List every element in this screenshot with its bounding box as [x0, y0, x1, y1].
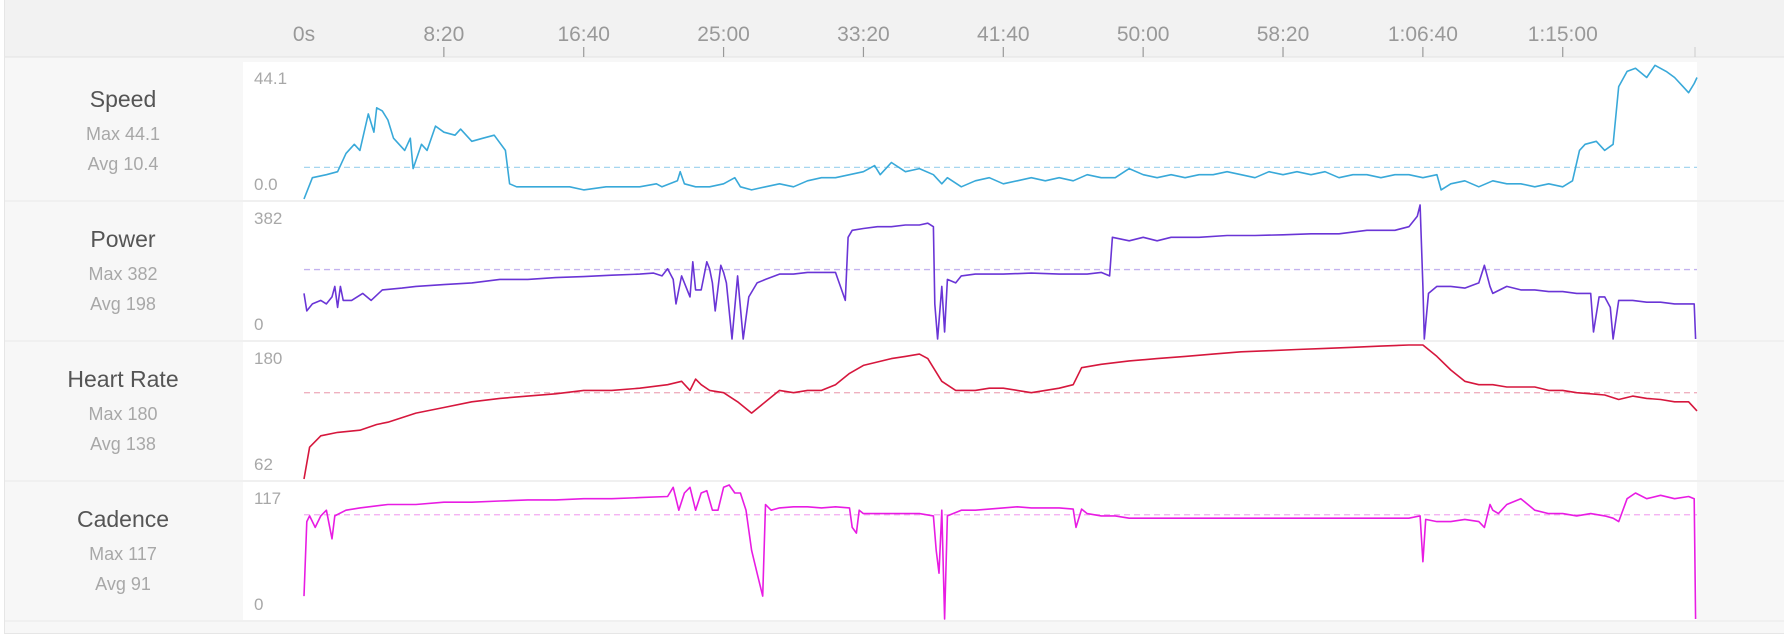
metric-max: Max 117	[89, 544, 157, 564]
x-tick-label: 16:40	[557, 23, 610, 46]
metric-name: Power	[90, 226, 156, 252]
plot-area-2	[243, 342, 1697, 480]
metric-name: Speed	[89, 86, 157, 112]
series-line-heart-rate	[303, 344, 1698, 480]
y-max-label: 382	[254, 209, 282, 228]
x-tick-label: 0s	[293, 23, 315, 46]
y-min-label: 0	[254, 315, 263, 334]
y-min-label: 62	[254, 455, 273, 474]
x-tick-label: 41:40	[977, 23, 1030, 46]
series-line-cadence	[303, 484, 1697, 620]
x-tick-label: 1:06:40	[1388, 23, 1458, 46]
series-line-speed	[303, 64, 1698, 200]
x-tick-label: 58:20	[1257, 23, 1310, 46]
y-max-label: 117	[254, 489, 281, 508]
x-tick-label: 1:15:00	[1528, 23, 1598, 46]
metric-max: Max 382	[88, 264, 158, 284]
x-tick-label: 25:00	[697, 23, 750, 46]
metric-avg: Avg 91	[95, 574, 151, 594]
plot-area-3	[243, 482, 1697, 620]
plot-area-0	[243, 62, 1697, 200]
metric-avg: Avg 10.4	[87, 154, 159, 174]
y-max-label: 180	[254, 349, 282, 368]
series-line-power	[303, 204, 1697, 340]
metric-max: Max 180	[88, 404, 158, 424]
metric-name: Cadence	[76, 506, 170, 532]
x-tick-label: 33:20	[837, 23, 890, 46]
x-tick-label: 8:20	[423, 23, 464, 46]
y-min-label: 0	[254, 595, 263, 614]
y-max-label: 44.1	[254, 69, 287, 88]
metric-name: Heart Rate	[67, 366, 179, 392]
metric-max: Max 44.1	[85, 124, 161, 144]
plot-area-1	[243, 202, 1697, 340]
time-axis-background	[5, 0, 1784, 57]
metric-avg: Avg 198	[90, 294, 156, 314]
y-min-label: 0.0	[254, 175, 278, 194]
metric-avg: Avg 138	[90, 434, 156, 454]
x-tick-label: 50:00	[1117, 23, 1170, 46]
